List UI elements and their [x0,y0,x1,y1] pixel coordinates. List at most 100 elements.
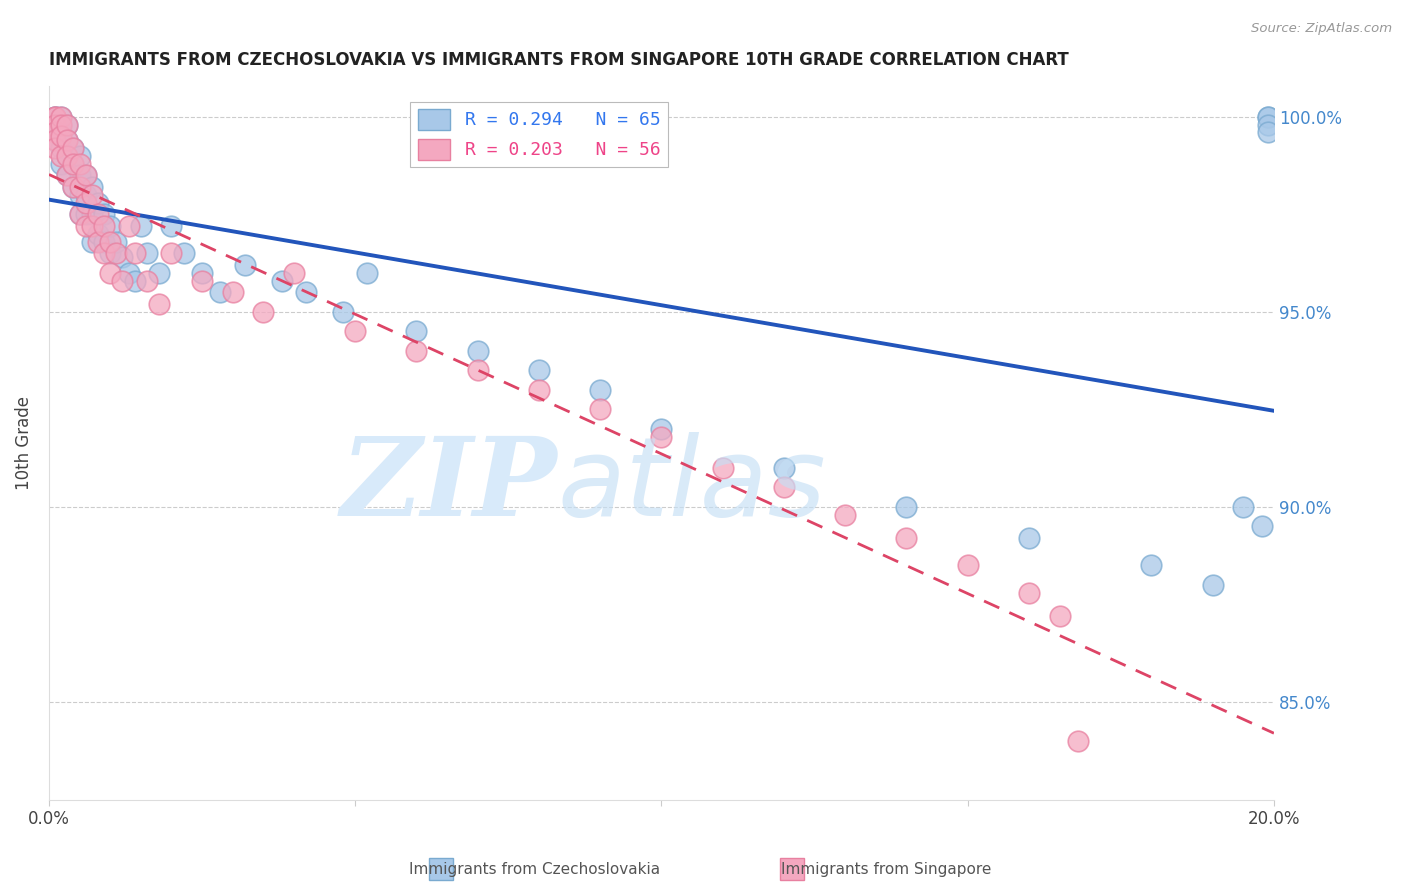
Text: atlas: atlas [557,432,825,539]
Point [62,141,84,155]
Point [136,246,159,260]
Point [69,207,91,221]
Point [51,110,73,124]
Point [75,195,97,210]
Point [117,219,139,233]
Point [87,207,110,221]
Point [1257,110,1279,124]
Point [98,235,121,249]
Point [1202,578,1225,592]
Point [124,246,146,260]
Point [69,187,91,202]
Point [1140,558,1163,573]
Point [69,156,91,170]
Point [62,156,84,170]
Point [111,274,134,288]
Point [69,168,91,182]
Point [80,207,103,221]
Point [87,227,110,241]
Point [56,118,79,132]
Point [56,168,79,182]
Point [1049,609,1071,624]
Point [98,266,121,280]
Point [44,133,66,147]
Point [51,125,73,139]
Point [160,219,183,233]
Point [295,285,318,300]
Point [56,133,79,147]
Point [405,324,427,338]
Point [87,195,110,210]
Point [44,110,66,124]
Legend: R = 0.294   N = 65, R = 0.203   N = 56: R = 0.294 N = 65, R = 0.203 N = 56 [411,102,668,167]
Point [1067,734,1090,748]
Point [44,125,66,139]
Point [711,461,734,475]
Point [650,430,672,444]
Point [56,133,79,147]
Point [62,180,84,194]
Point [896,500,918,514]
Point [589,402,612,417]
Point [80,235,103,249]
Point [148,266,170,280]
Text: Immigrants from Czechoslovakia: Immigrants from Czechoslovakia [409,863,659,877]
Text: Source: ZipAtlas.com: Source: ZipAtlas.com [1251,22,1392,36]
Point [252,305,274,319]
Point [129,219,152,233]
Point [527,383,550,397]
Point [467,363,489,377]
Point [589,383,612,397]
Point [56,118,79,132]
Point [467,343,489,358]
Point [75,219,97,233]
Point [62,180,84,194]
Point [773,480,796,494]
Point [283,266,305,280]
Point [44,118,66,132]
Point [51,118,73,132]
Point [1018,531,1040,545]
Point [75,207,97,221]
Point [44,110,66,124]
Text: ZIP: ZIP [340,432,557,539]
Point [44,110,66,124]
Point [344,324,367,338]
Point [93,207,115,221]
Point [650,422,672,436]
Point [527,363,550,377]
Point [56,149,79,163]
Point [956,558,979,573]
Point [51,149,73,163]
Point [105,246,128,260]
Point [1257,118,1279,132]
Point [105,235,128,249]
Point [209,285,232,300]
Point [773,461,796,475]
Point [98,246,121,260]
Point [51,156,73,170]
Text: IMMIGRANTS FROM CZECHOSLOVAKIA VS IMMIGRANTS FROM SINGAPORE 10TH GRADE CORRELATI: IMMIGRANTS FROM CZECHOSLOVAKIA VS IMMIGR… [49,51,1069,69]
Point [117,266,139,280]
Point [80,219,103,233]
Point [1257,110,1279,124]
Point [69,207,91,221]
Text: Immigrants from Singapore: Immigrants from Singapore [780,863,991,877]
Point [148,297,170,311]
Point [405,343,427,358]
Point [191,266,214,280]
Point [75,168,97,182]
Point [356,266,378,280]
Y-axis label: 10th Grade: 10th Grade [15,395,32,490]
Point [44,133,66,147]
Point [233,258,256,272]
Point [270,274,292,288]
Point [56,168,79,182]
Point [93,235,115,249]
Point [80,180,103,194]
Point [332,305,354,319]
Point [111,250,134,264]
Point [44,118,66,132]
Point [173,246,195,260]
Point [75,187,97,202]
